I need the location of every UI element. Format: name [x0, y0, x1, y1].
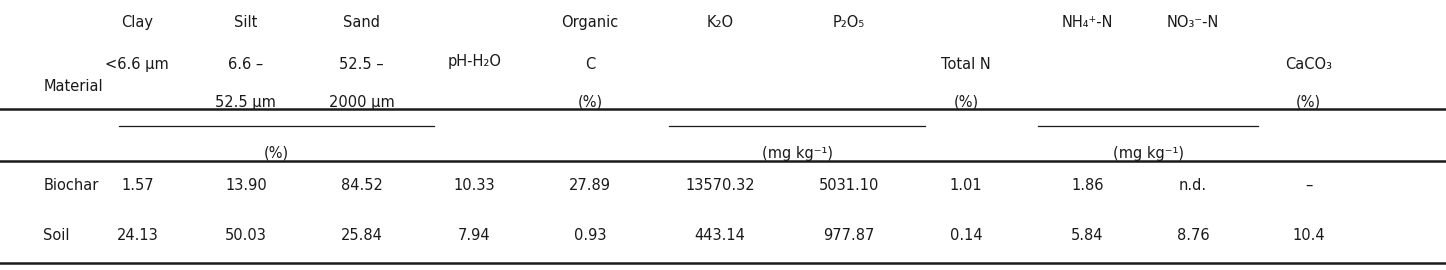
Text: n.d.: n.d. [1178, 178, 1207, 193]
Text: Clay: Clay [121, 15, 153, 30]
Text: 8.76: 8.76 [1177, 228, 1209, 243]
Text: <6.6 μm: <6.6 μm [106, 57, 169, 72]
Text: 84.52: 84.52 [341, 178, 382, 193]
Text: P₂O₅: P₂O₅ [833, 15, 865, 30]
Text: 6.6 –: 6.6 – [228, 57, 263, 72]
Text: 10.33: 10.33 [454, 178, 495, 193]
Text: (%): (%) [263, 146, 289, 161]
Text: 443.14: 443.14 [694, 228, 746, 243]
Text: 1.86: 1.86 [1071, 178, 1103, 193]
Text: 0.93: 0.93 [574, 228, 606, 243]
Text: 27.89: 27.89 [568, 178, 612, 193]
Text: (%): (%) [1296, 94, 1322, 110]
Text: NO₃⁻-N: NO₃⁻-N [1167, 15, 1219, 30]
Text: Soil: Soil [43, 228, 69, 243]
Text: Sand: Sand [343, 15, 380, 30]
Text: 1.57: 1.57 [121, 178, 153, 193]
Text: 24.13: 24.13 [117, 228, 158, 243]
Text: 0.14: 0.14 [950, 228, 982, 243]
Text: pH-H₂O: pH-H₂O [447, 54, 502, 69]
Text: Material: Material [43, 79, 103, 94]
Text: 2000 μm: 2000 μm [328, 94, 395, 110]
Text: (%): (%) [577, 94, 603, 110]
Text: 977.87: 977.87 [823, 228, 875, 243]
Text: (mg kg⁻¹): (mg kg⁻¹) [762, 146, 833, 161]
Text: C: C [584, 57, 596, 72]
Text: Biochar: Biochar [43, 178, 98, 193]
Text: K₂O: K₂O [707, 15, 733, 30]
Text: Organic: Organic [561, 15, 619, 30]
Text: 13.90: 13.90 [226, 178, 266, 193]
Text: 5.84: 5.84 [1071, 228, 1103, 243]
Text: 10.4: 10.4 [1293, 228, 1325, 243]
Text: 1.01: 1.01 [950, 178, 982, 193]
Text: (mg kg⁻¹): (mg kg⁻¹) [1112, 146, 1184, 161]
Text: 52.5 –: 52.5 – [340, 57, 383, 72]
Text: CaCO₃: CaCO₃ [1285, 57, 1332, 72]
Text: Total N: Total N [941, 57, 991, 72]
Text: 25.84: 25.84 [341, 228, 382, 243]
Text: (%): (%) [953, 94, 979, 110]
Text: –: – [1304, 178, 1313, 193]
Text: 5031.10: 5031.10 [818, 178, 879, 193]
Text: 50.03: 50.03 [226, 228, 266, 243]
Text: 7.94: 7.94 [458, 228, 490, 243]
Text: NH₄⁺-N: NH₄⁺-N [1061, 15, 1113, 30]
Text: 52.5 μm: 52.5 μm [215, 94, 276, 110]
Text: 13570.32: 13570.32 [685, 178, 755, 193]
Text: Silt: Silt [234, 15, 257, 30]
